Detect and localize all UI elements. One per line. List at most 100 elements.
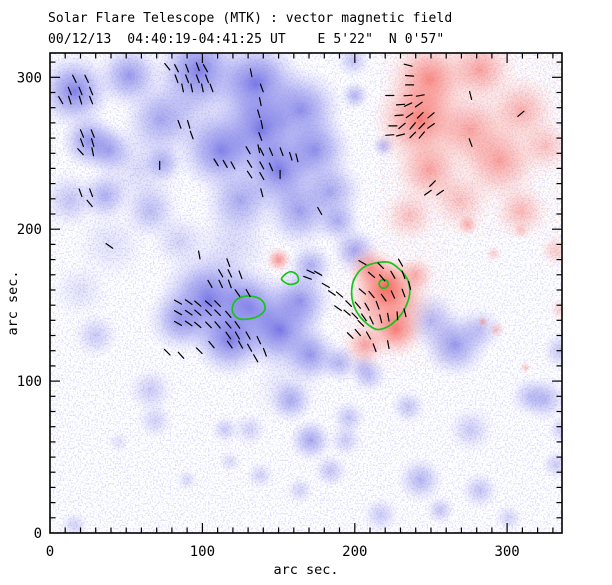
axis-tick-labels: 0 100 200 300 0 100 200 300 [17,70,520,560]
magnetic-vector-mark [195,347,203,355]
magnetic-vector-mark [403,94,413,97]
magnetic-vector-mark [396,311,399,321]
flux-blob-negative [493,502,524,533]
magnetic-vector-mark [260,188,264,198]
magnetic-vector-mark [234,331,240,340]
flux-blob-negative [59,510,90,533]
magnetic-vector-mark [259,161,265,170]
magnetic-vector-mark [247,343,253,352]
magnetic-vector-mark [346,332,354,339]
magnetic-vector-mark [418,131,425,139]
magnetic-vector-mark [184,309,193,316]
magnetic-vector-mark [321,282,330,288]
magnetic-vector-mark [189,130,194,140]
magnetic-vector-mark [387,340,390,350]
magnetic-vector-mark [218,269,224,278]
magnetic-vector-mark [230,161,236,170]
magnetic-vector-mark [379,274,386,282]
magnetic-vector-mark [205,309,212,317]
magnetic-vector-mark [194,321,202,329]
magnetic-vector-mark [78,95,83,105]
flux-blob-positive [379,185,440,246]
magnetic-vector-mark [328,290,336,296]
magnetic-vector-mark [372,343,377,353]
plot-frame-and-ticks [49,52,563,534]
flux-blob-negative [245,460,276,491]
flux-blob-positive [455,212,480,237]
magnetic-vector-mark [364,302,370,311]
magnetic-vector-mark [173,299,183,305]
magnetic-vector-mark [226,340,233,349]
magnetic-vector-mark [279,147,284,157]
flux-blob-negative [268,378,314,424]
magnetic-vector-mark [177,351,185,359]
magnetic-vector-mark [351,312,359,320]
magnetic-vector-mark [238,270,243,280]
flux-blob-negative [287,417,334,464]
flux-blob-negative [520,375,562,424]
flux-blob-negative [312,452,349,489]
magnetic-vector-mark [201,83,204,93]
flux-blob-negative [265,265,335,336]
flux-blob-positive [341,320,390,369]
magnetic-vector-mark [257,144,261,154]
flux-blob-positive [537,232,562,269]
magnetic-vector-mark [306,269,315,274]
magnetic-vector-mark [517,110,525,118]
y-tick-label: 300 [17,70,42,86]
magnetic-vector-mark [84,74,89,84]
magnetic-vector-mark [289,151,293,161]
magnetic-vector-mark [416,111,424,119]
plot-frame [49,52,563,534]
plot-subtitle: 00/12/13 04:40:19-04:41:25 UT E 5'22" N … [48,32,445,47]
magnetic-vector-mark [214,300,221,307]
magnetic-vector-mark [209,83,214,93]
magnetic-vector-mark [395,103,406,106]
magnetic-vector-mark [190,83,194,93]
magnetic-vector-mark [403,63,413,67]
magnetic-vector-mark [375,300,380,310]
flux-blob-positive [514,115,562,177]
y-tick-label: 200 [17,222,42,238]
magnetic-vector-mark [354,301,361,309]
magnetic-vector-mark [77,148,84,156]
magnetic-vector-mark [390,270,396,279]
magnetic-vector-mark [379,314,383,324]
magnetic-vector-mark [245,146,251,155]
magnetic-vector-mark [105,243,114,249]
magnetic-vector-mark [335,291,344,298]
magnetic-vector-mark [173,320,183,326]
magnetic-vector-mark [334,305,342,312]
magnetic-vector-mark [436,189,444,196]
magnetic-vector-mark [234,321,241,329]
magnetic-vector-mark [195,62,200,72]
flux-blob-negative [540,449,562,480]
flux-blob-negative [339,80,370,111]
magnetic-vector-mark [91,147,95,157]
flux-blob-negative [396,455,445,505]
flux-blob-negative [187,198,279,290]
magnetic-vector-mark [227,279,232,289]
field-contours [231,260,411,331]
flux-blob-negative [335,53,372,79]
magnetic-vector-mark [173,310,183,316]
magnetic-vector-mark [345,300,353,307]
magnetic-vector-mark [403,102,413,107]
magnetic-vector-mark [414,101,423,108]
x-tick-label: 200 [342,544,367,560]
magnetic-vector-mark [268,162,274,172]
flux-blob-negative [546,414,562,445]
magnetic-vector-mark [218,279,223,289]
magnetic-vector-mark [184,320,193,327]
magnetic-vector-mark [258,132,263,141]
magnetic-vector-mark [174,63,179,73]
magnetic-vector-mark [260,119,264,129]
magnetic-vector-mark [204,300,213,307]
magnetic-vector-mark [368,290,375,299]
flux-blob-negative [455,305,505,354]
magnetic-vector-mark [401,288,406,298]
magnetic-vector-mark [184,299,193,305]
magnetic-vector-mark [78,188,83,198]
